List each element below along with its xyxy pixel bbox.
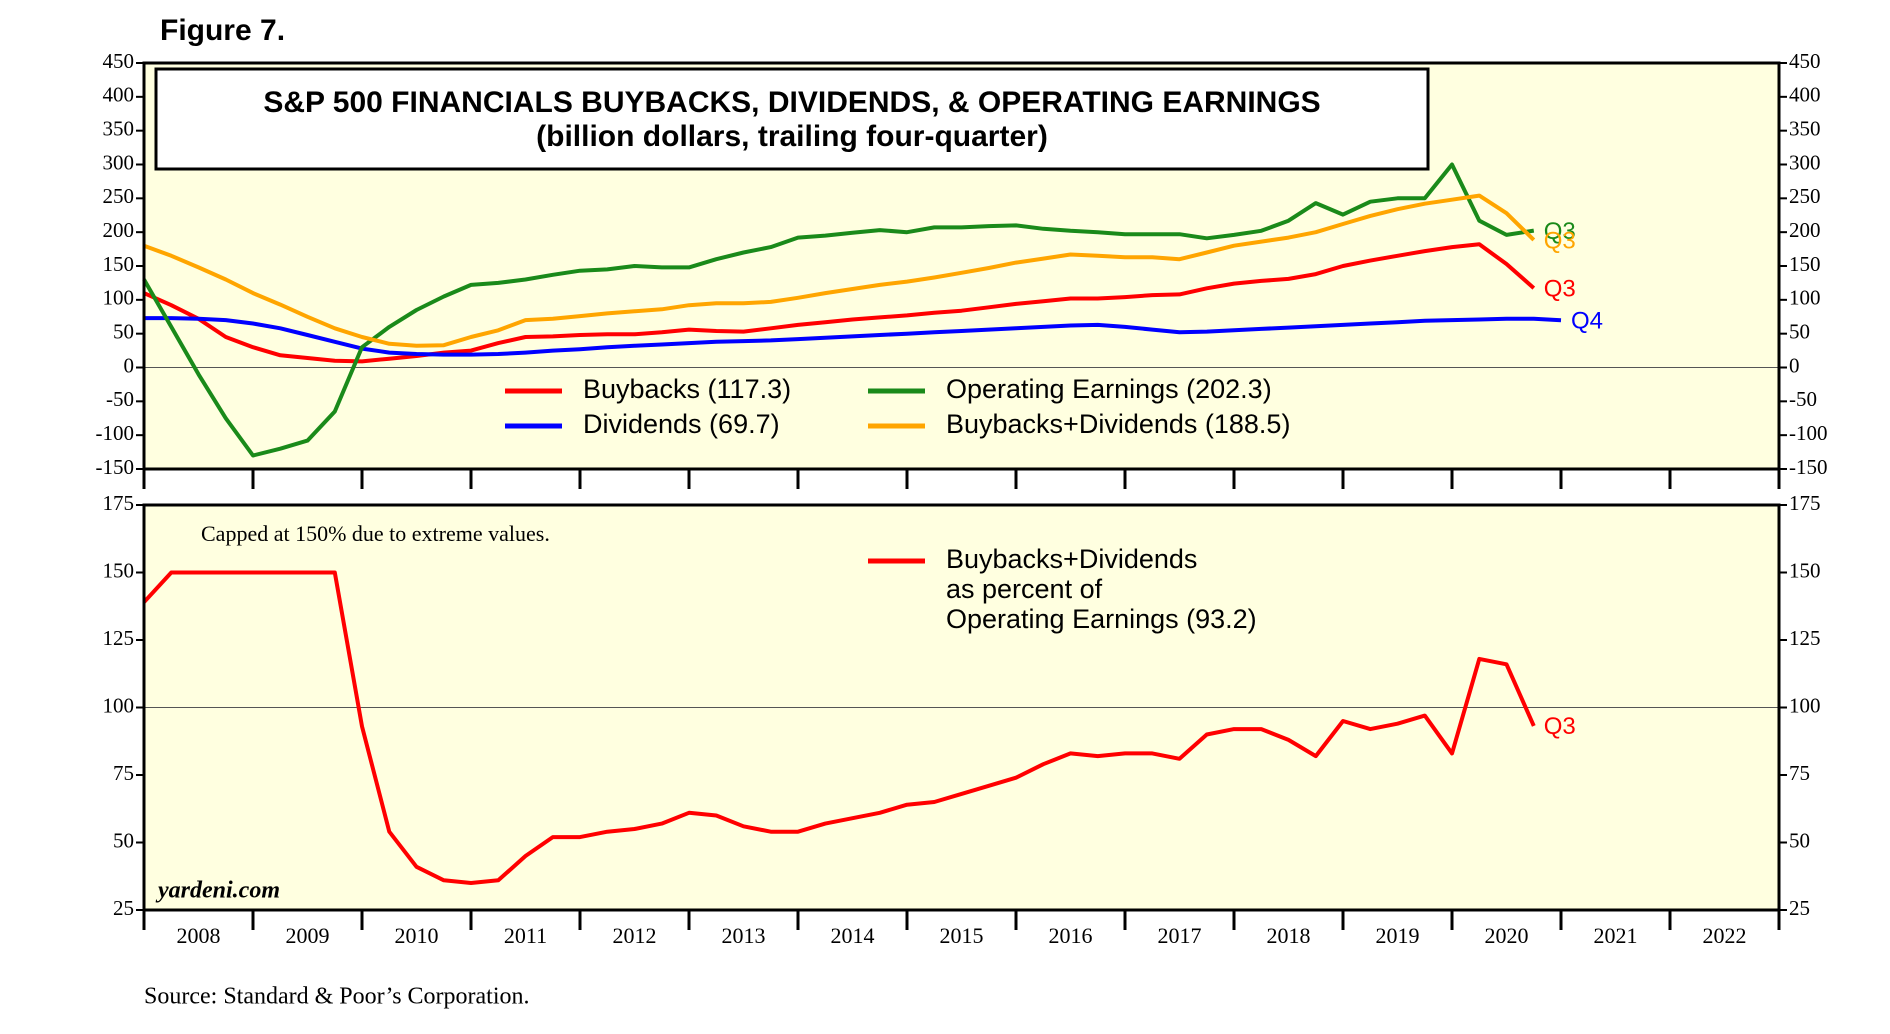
x-tick-label: 2016 [1049,923,1093,948]
annotation: Capped at 150% due to extreme values. [201,521,550,546]
y-tick-label: 450 [103,49,135,73]
y-tick-label: 150 [103,558,135,582]
series-line [142,570,1536,885]
y2-tick-label: -150 [1789,455,1828,479]
y-tick-label: 25 [113,896,134,920]
x-tick-label: 2009 [286,923,330,948]
y-tick-label: -50 [106,387,134,411]
y2-tick-label: 125 [1789,626,1821,650]
y-tick-label: 0 [124,353,135,377]
y-tick-label: -100 [96,421,135,445]
end-label: Q3 [1544,275,1576,302]
y2-tick-label: 25 [1789,896,1810,920]
x-tick-label: 2010 [395,923,439,948]
y2-tick-label: 350 [1789,116,1821,140]
y2-tick-label: 150 [1789,558,1821,582]
y2-tick-label: -50 [1789,387,1817,411]
end-label: Q3 [1544,227,1576,254]
y-tick-label: 150 [103,252,135,276]
x-tick-label: 2011 [504,923,547,948]
title-box [154,67,1430,171]
figure-label: Figure 7. [160,14,285,47]
end-label: Q3 [1544,713,1576,740]
x-tick-label: 2021 [1594,923,1638,948]
y2-tick-label: -100 [1789,421,1828,445]
y2-tick-label: 200 [1789,218,1821,242]
y-tick-label: 250 [103,184,135,208]
plot-frame [142,61,1781,471]
y2-tick-label: 50 [1789,319,1810,343]
x-tick-label: 2022 [1703,923,1747,948]
y2-tick-label: 175 [1789,491,1821,515]
legend-label: Operating Earnings (93.2) [946,604,1257,634]
x-tick-label: 2018 [1267,923,1311,948]
y2-tick-label: 250 [1789,184,1821,208]
legend-label: Dividends (69.7) [583,409,780,439]
series-line [144,316,1562,357]
end-label: Q4 [1571,308,1603,335]
y2-tick-label: 400 [1789,83,1821,107]
y-tick-label: 175 [103,491,135,515]
x-tick-label: 2015 [940,923,984,948]
chart-subtitle: (billion dollars, trailing four-quarter) [536,120,1048,153]
x-tick-label: 2012 [613,923,657,948]
y-tick-label: 50 [113,828,134,852]
x-tick-label: 2017 [1158,923,1202,948]
legend-label: Buybacks (117.3) [583,374,791,404]
watermark: yardeni.com [155,878,280,904]
y-tick-label: 100 [103,693,135,717]
legend-label: as percent of [946,574,1103,604]
x-tick-label: 2008 [177,923,221,948]
y2-tick-label: 100 [1789,286,1821,310]
series-line [143,242,1536,364]
end-label: Q3 [1544,218,1576,245]
plot-frame [142,503,1781,912]
y-tick-label: 300 [103,150,135,174]
y2-tick-label: 300 [1789,150,1821,174]
y-tick-label: 200 [103,218,135,242]
y-tick-label: 100 [103,286,135,310]
legend-label: Buybacks+Dividends [946,544,1197,574]
series-line [143,193,1536,348]
y-tick-label: -150 [96,455,135,479]
series-line [142,162,1535,458]
x-tick-label: 2020 [1485,923,1529,948]
x-tick-label: 2019 [1376,923,1420,948]
y2-tick-label: 150 [1789,252,1821,276]
legend-label: Buybacks+Dividends (188.5) [946,409,1290,439]
y-tick-label: 400 [103,83,135,107]
y2-tick-label: 100 [1789,693,1821,717]
legend-label: Operating Earnings (202.3) [946,374,1272,404]
y-tick-label: 50 [113,319,134,343]
source-note: Source: Standard & Poor’s Corporation. [144,984,530,1010]
y2-tick-label: 75 [1789,761,1810,785]
y2-tick-label: 0 [1789,353,1800,377]
y-tick-label: 350 [103,116,135,140]
y-tick-label: 75 [113,761,134,785]
x-tick-label: 2013 [722,923,766,948]
y2-tick-label: 450 [1789,49,1821,73]
y2-tick-label: 50 [1789,828,1810,852]
x-tick-label: 2014 [831,923,875,948]
chart-title: S&P 500 FINANCIALS BUYBACKS, DIVIDENDS, … [263,86,1320,119]
y-tick-label: 125 [103,626,135,650]
